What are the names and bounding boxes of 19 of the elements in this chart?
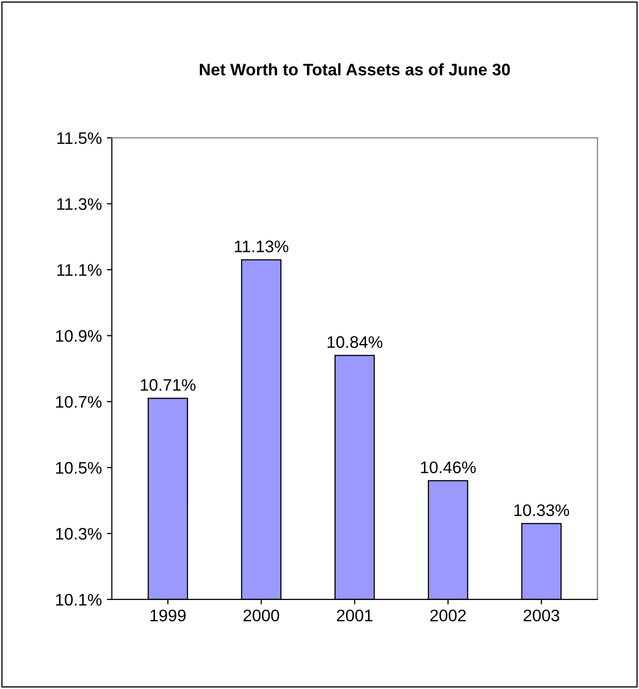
y-tick-label: 11.5% [57, 132, 102, 144]
data-label: 10.46% [421, 461, 476, 474]
chart-title: Net Worth to Total Assets as of June 30 [200, 63, 510, 76]
x-tick-label: 2002 [430, 610, 466, 622]
x-tick-label: 2001 [336, 610, 372, 622]
y-tick-label: 10.1% [56, 594, 102, 606]
data-label: 10.84% [328, 336, 382, 348]
y-tick-label: 10.9% [56, 330, 102, 342]
y-tick-label: 10.3% [56, 528, 102, 540]
x-tick-label: 2000 [244, 610, 280, 622]
data-label: 10.71% [140, 379, 196, 391]
y-tick-label: 11.1% [57, 264, 102, 276]
y-tick-label: 10.7% [56, 396, 102, 408]
y-tick-label: 11.3% [57, 198, 102, 210]
x-tick-label: 1999 [150, 610, 186, 622]
x-tick-label: 2003 [524, 610, 560, 622]
data-label: 11.13% [234, 240, 288, 252]
y-tick-label: 10.5% [56, 462, 102, 474]
data-label: 10.33% [514, 504, 570, 516]
